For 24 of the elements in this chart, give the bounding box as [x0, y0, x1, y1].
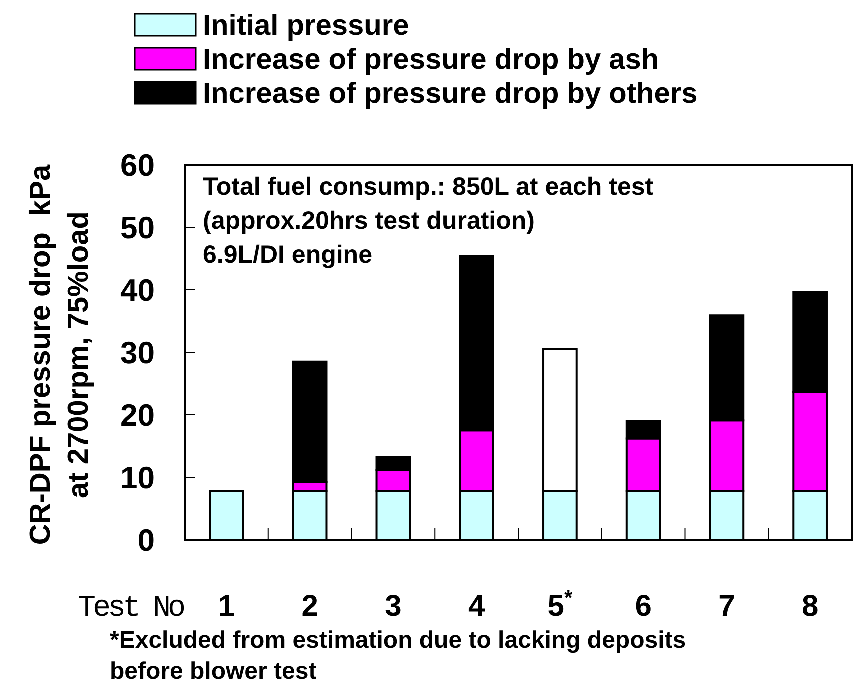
x-tick-label: 7 — [718, 590, 736, 623]
y-tick-label: 30 — [120, 336, 155, 370]
y-tick-label: 60 — [120, 148, 155, 183]
annotation: 6.9L/DI engine — [203, 241, 373, 269]
annotation: Total fuel consump.: 850L at each test — [203, 173, 654, 201]
x-axis-title: Test No — [78, 592, 185, 626]
x-tick-label: 8 — [802, 590, 819, 623]
x-tick-label: 2 — [302, 590, 318, 623]
x-tick-label: 5$^{*}$ — [548, 586, 574, 623]
x-tick-label: 1 — [218, 590, 236, 623]
annotation: (approx.20hrs test duration) — [203, 207, 535, 235]
y-tick-label: 10 — [120, 460, 155, 496]
y-axis-title: CR-DPF pressure drop kPa at 2700rpm, 75%load — [25, 164, 95, 546]
legend-label: Initial pressure — [203, 10, 410, 42]
y-tick-label: 20 — [120, 398, 155, 433]
legend-label: Increase of pressure drop by others — [203, 78, 698, 110]
legend-label: Increase of pressure drop by ash — [203, 44, 660, 76]
y-tick-label: 40 — [120, 273, 155, 308]
y-tick-label: 50 — [120, 210, 155, 246]
y-tick-label: 0 — [138, 523, 155, 558]
x-tick-label: 3 — [385, 590, 402, 623]
x-tick-label: 6 — [635, 590, 652, 623]
text: *Excluded from estimation due to lacking deposits before blower test — [110, 627, 686, 684]
x-tick-label: 4 — [468, 590, 486, 623]
